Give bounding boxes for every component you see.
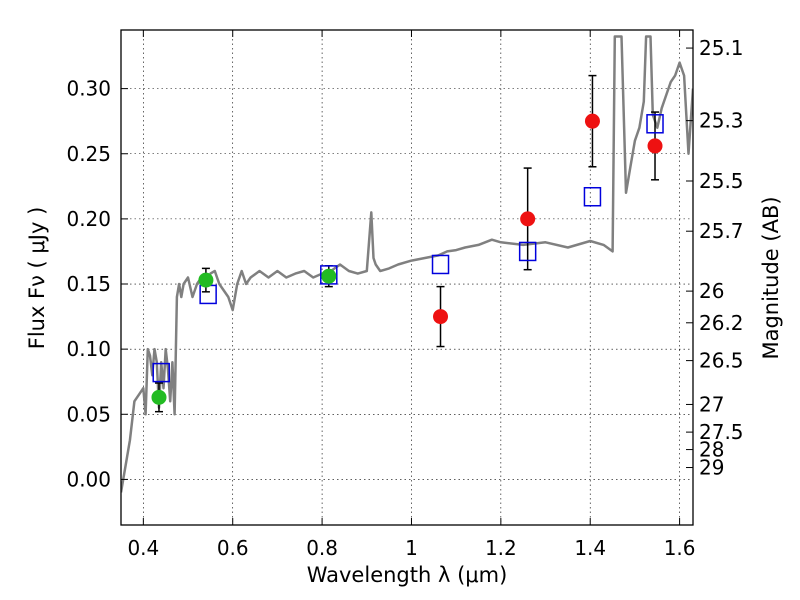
x-tick-label: 1.2 xyxy=(485,536,517,560)
y-tick-label: 0.15 xyxy=(66,272,111,296)
model-square xyxy=(646,114,664,134)
model-square xyxy=(583,186,602,207)
right-axis-title: Magnitude (AB) xyxy=(759,196,783,359)
model-square xyxy=(518,241,537,262)
y-tick-label: 0.00 xyxy=(66,467,111,491)
right-tick-label: 26.5 xyxy=(699,349,744,373)
green-point xyxy=(321,268,337,284)
x-tick-label: 1.6 xyxy=(664,536,696,560)
right-tick-label: 26.2 xyxy=(699,311,744,335)
right-tick-label: 26 xyxy=(699,279,724,303)
right-tick-label: 27.5 xyxy=(699,420,744,444)
right-tick-label: 25.1 xyxy=(699,36,744,60)
red-point xyxy=(584,113,600,129)
y-tick-label: 0.20 xyxy=(66,207,111,231)
model-squares xyxy=(152,114,664,383)
right-tick-label: 29 xyxy=(699,456,724,480)
red-point xyxy=(433,309,449,325)
model-square xyxy=(152,362,170,383)
plot-frame xyxy=(120,29,694,526)
x-tick-label: 0.4 xyxy=(127,536,159,560)
spectrum-line xyxy=(121,35,693,493)
y-tick-label: 0.05 xyxy=(66,402,111,426)
x-tick-label: 1 xyxy=(405,536,418,560)
y-tick-label: 0.30 xyxy=(66,77,111,101)
x-tick-label: 0.6 xyxy=(217,536,249,560)
measured-points xyxy=(151,113,663,405)
x-tick-labels: 0.4 0.6 0.8 1 1.2 1.4 1.6 xyxy=(127,536,695,560)
grid-lines xyxy=(121,30,693,525)
red-point xyxy=(647,138,663,154)
y-tick-label: 0.10 xyxy=(66,337,111,361)
y-tick-label: 0.25 xyxy=(66,142,111,166)
right-tick-label: 25.7 xyxy=(699,219,744,243)
green-point xyxy=(151,389,167,405)
x-axis-title: Wavelength λ (μm) xyxy=(307,563,508,587)
green-point xyxy=(198,272,214,288)
right-tick-label: 28 xyxy=(699,438,724,462)
axis-ticks xyxy=(121,30,693,525)
x-tick-label: 1.4 xyxy=(574,536,606,560)
y-tick-labels: 0.00 0.05 0.10 0.15 0.20 0.25 0.30 xyxy=(66,77,111,492)
right-tick-label: 25.5 xyxy=(699,169,744,193)
right-tick-label: 25.3 xyxy=(699,109,744,133)
x-tick-label: 0.8 xyxy=(306,536,338,560)
model-square xyxy=(320,265,338,285)
red-point xyxy=(520,211,536,227)
model-square xyxy=(431,254,450,275)
y-axis-title: Flux Fν ( μJy ) xyxy=(25,207,49,350)
right-tick-label: 27 xyxy=(699,392,724,416)
